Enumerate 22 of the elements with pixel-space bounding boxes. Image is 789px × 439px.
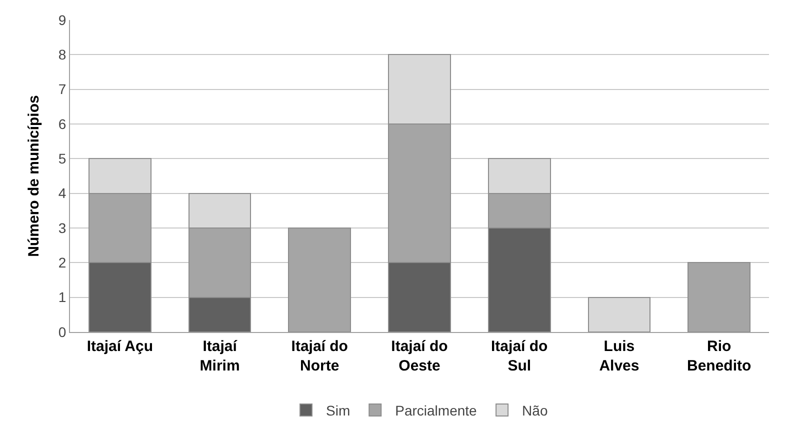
y-tick-label: 4 [58,185,66,202]
x-tick-label: Luis Alves [599,338,640,374]
y-tick-label: 3 [58,220,66,236]
y-tick-label: 7 [58,81,66,98]
y-tick-label: 1 [58,289,66,306]
y-axis-title: Número de municípios [26,95,43,257]
x-tick-label: Itajaí do Norte [291,338,348,374]
legend-label: Não [522,402,548,418]
y-tick-label: 8 [58,46,66,63]
y-tick-label: 0 [58,324,66,340]
y-tick-label: 6 [58,116,66,132]
y-tick-label: 5 [58,150,66,167]
x-tick-label: Itajaí do Sul [491,338,548,374]
x-tick-label: Rio Benedito [686,338,752,374]
y-tick-label: 2 [58,254,66,271]
legend-label: Parcialmente [395,402,478,418]
x-tick-label: Itajaí do Oeste [391,338,448,374]
y-tick-label: 9 [58,12,66,28]
x-tick-label: Itajaí Mirim [200,338,240,374]
x-tick-label: Itajaí Açu [86,338,153,355]
bar [588,296,651,332]
legend-label: Sim [326,402,350,418]
